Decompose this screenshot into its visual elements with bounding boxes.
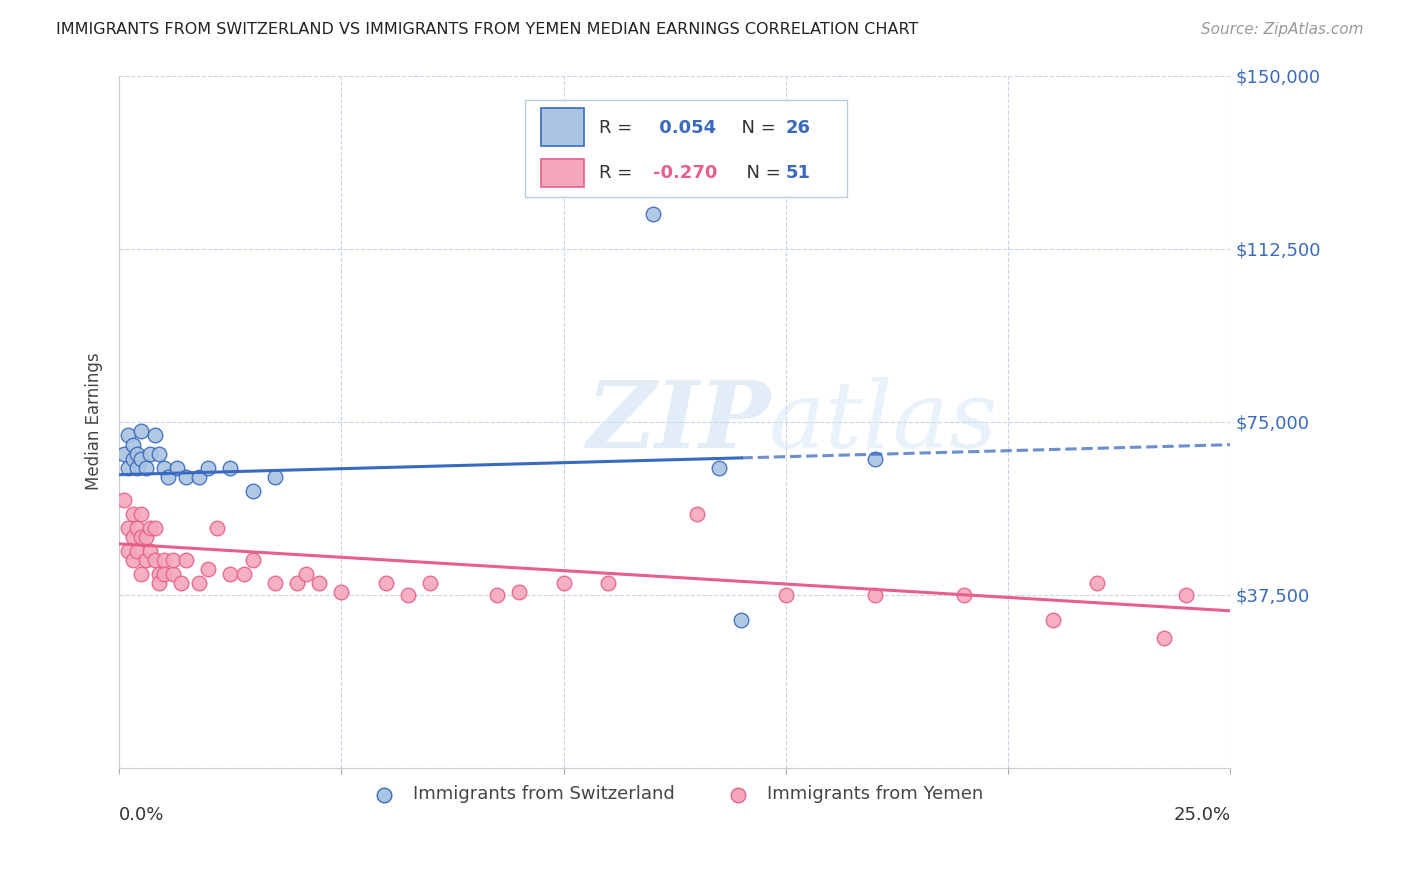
Point	[117, 521, 139, 535]
FancyBboxPatch shape	[524, 100, 846, 196]
Point	[135, 553, 157, 567]
Point	[330, 585, 353, 599]
Point	[641, 207, 664, 221]
Text: Source: ZipAtlas.com: Source: ZipAtlas.com	[1201, 22, 1364, 37]
Point	[125, 544, 148, 558]
Point	[157, 470, 180, 484]
Point	[508, 585, 530, 599]
Text: IMMIGRANTS FROM SWITZERLAND VS IMMIGRANTS FROM YEMEN MEDIAN EARNINGS CORRELATION: IMMIGRANTS FROM SWITZERLAND VS IMMIGRANT…	[56, 22, 918, 37]
Point	[125, 447, 148, 461]
Point	[598, 576, 620, 591]
Point	[396, 588, 419, 602]
Point	[709, 460, 731, 475]
Point	[143, 428, 166, 442]
Text: N =: N =	[735, 164, 786, 182]
Bar	[541, 108, 583, 145]
Point	[148, 576, 170, 591]
Point	[197, 460, 219, 475]
Point	[148, 566, 170, 581]
Point	[775, 588, 797, 602]
Point	[152, 553, 174, 567]
Point	[135, 460, 157, 475]
Point	[121, 451, 143, 466]
Point	[121, 438, 143, 452]
Point	[170, 576, 193, 591]
Point	[1174, 588, 1197, 602]
Text: 0.054: 0.054	[652, 120, 716, 137]
Point	[139, 544, 162, 558]
Text: R =: R =	[599, 120, 638, 137]
Point	[148, 447, 170, 461]
Point	[135, 530, 157, 544]
Point	[863, 451, 886, 466]
Text: 51: 51	[786, 164, 811, 182]
Point	[117, 460, 139, 475]
Point	[242, 553, 264, 567]
Point	[553, 576, 575, 591]
Point	[952, 588, 974, 602]
Point	[112, 493, 135, 508]
Point	[219, 460, 242, 475]
Point	[112, 447, 135, 461]
Legend: Immigrants from Switzerland, Immigrants from Yemen: Immigrants from Switzerland, Immigrants …	[359, 778, 991, 811]
Point	[188, 576, 211, 591]
Point	[131, 424, 153, 438]
Point	[131, 507, 153, 521]
Point	[143, 553, 166, 567]
Text: 0.0%: 0.0%	[120, 805, 165, 824]
Point	[263, 576, 285, 591]
Point	[152, 460, 174, 475]
Point	[374, 576, 396, 591]
Text: ZIP: ZIP	[586, 376, 770, 467]
Point	[295, 566, 318, 581]
Point	[131, 451, 153, 466]
Point	[730, 613, 752, 627]
Text: 26: 26	[786, 120, 811, 137]
Point	[121, 530, 143, 544]
Y-axis label: Median Earnings: Median Earnings	[86, 353, 103, 491]
Text: R =: R =	[599, 164, 638, 182]
Text: -0.270: -0.270	[652, 164, 717, 182]
Point	[162, 553, 184, 567]
Point	[174, 553, 197, 567]
Point	[219, 566, 242, 581]
Point	[131, 566, 153, 581]
Point	[197, 562, 219, 576]
Point	[1085, 576, 1108, 591]
Point	[863, 588, 886, 602]
Point	[263, 470, 285, 484]
Point	[131, 530, 153, 544]
Point	[139, 521, 162, 535]
Point	[143, 521, 166, 535]
Point	[117, 428, 139, 442]
Text: N =: N =	[730, 120, 782, 137]
Point	[486, 588, 509, 602]
Point	[162, 566, 184, 581]
Point	[117, 544, 139, 558]
Point	[125, 521, 148, 535]
Point	[1153, 632, 1175, 646]
Point	[125, 460, 148, 475]
Point	[188, 470, 211, 484]
Point	[285, 576, 308, 591]
Point	[121, 553, 143, 567]
Text: atlas: atlas	[769, 376, 998, 467]
Point	[205, 521, 228, 535]
Point	[419, 576, 441, 591]
Point	[152, 566, 174, 581]
Point	[308, 576, 330, 591]
Point	[242, 483, 264, 498]
Bar	[541, 159, 583, 187]
Point	[232, 566, 254, 581]
Point	[139, 447, 162, 461]
Point	[166, 460, 188, 475]
Point	[686, 507, 709, 521]
Text: 25.0%: 25.0%	[1173, 805, 1230, 824]
Point	[174, 470, 197, 484]
Point	[121, 507, 143, 521]
Point	[1042, 613, 1064, 627]
